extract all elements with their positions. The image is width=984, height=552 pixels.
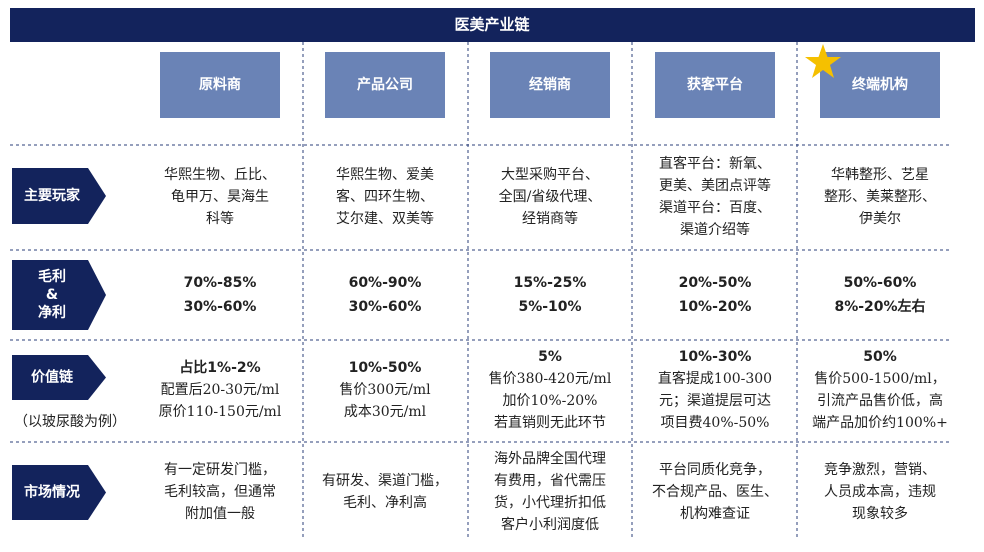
cell-text: 现象较多: [852, 505, 908, 522]
row-label: 价值链: [31, 369, 74, 386]
cell-text: 10%-20%: [679, 299, 752, 315]
cell-text: 渠道介绍等: [680, 221, 750, 238]
cell-text: 龟甲万、昊海生: [171, 189, 269, 205]
cell-text: 人员成本高，违规: [824, 483, 936, 500]
row-label-arrow: [12, 355, 106, 400]
cell-text: 竞争激烈，营销、: [824, 461, 936, 478]
cell-text: 端产品加价约100%+: [812, 415, 948, 431]
column-header: 产品公司: [357, 76, 413, 93]
cell-text: 华韩整形、艺星: [831, 167, 929, 183]
column-header: 原料商: [199, 76, 241, 93]
cell-text: 经销商等: [522, 210, 578, 227]
cell-text: 大型采购平台、: [501, 167, 599, 183]
cell-text: 10%-30%: [679, 349, 752, 365]
cell-text: 50%: [863, 349, 897, 365]
cell-text: 直客提成100-300: [658, 370, 772, 387]
cell-text: 平台同质化竞争，: [659, 461, 771, 478]
cell-text: 50%-60%: [844, 275, 917, 291]
cell-text: 客户小利润度低: [501, 516, 599, 533]
cell-text: 原价110-150元/ml: [159, 404, 282, 420]
cell-text: 整形、美莱整形、: [824, 189, 936, 205]
cell-text: 毛利、净利高: [343, 494, 427, 511]
cell-text: 有研发、渠道门槛，: [322, 473, 448, 489]
cell-text: 售价300元/ml: [339, 382, 431, 398]
cell-text: 引流产品售价低，高: [817, 392, 943, 409]
cell-text: 直客平台：新氧、: [659, 155, 771, 172]
row-label-arrow: [12, 260, 106, 330]
cell-text: 5%: [538, 349, 562, 365]
cell-text: 30%-60%: [349, 299, 422, 315]
cell-text: 更美、美团点评等: [659, 177, 771, 194]
column-header: 获客平台: [687, 76, 743, 93]
cell-text: 货，小代理折扣低: [494, 494, 606, 511]
title: 医美产业链: [454, 16, 530, 34]
cell-text: 售价380-420元/ml: [489, 371, 612, 387]
cell-text: 华熙生物、丘比、: [164, 167, 276, 183]
star-icon: [805, 44, 841, 78]
cell-text: 成本30元/ml: [344, 404, 427, 420]
row-note: （以玻尿酸为例）: [14, 414, 126, 430]
cell-text: 占比1%-2%: [179, 359, 260, 376]
column-header-box: [160, 52, 280, 118]
cell-text: 加价10%-20%: [503, 393, 598, 409]
row-label-arrow: [12, 465, 106, 520]
cell-text: 毛利较高，但通常: [164, 483, 276, 500]
cell-text: 20%-50%: [679, 275, 752, 291]
cell-text: 全国/省级代理、: [499, 188, 602, 205]
row-label: 市场情况: [24, 484, 80, 501]
cell-text: 配置后20-30元/ml: [161, 382, 280, 398]
column-header-box: [325, 52, 445, 118]
row-label: 毛利: [38, 268, 66, 285]
cell-text: 60%-90%: [349, 275, 422, 291]
cell-text: 伊美尔: [859, 211, 901, 227]
row-label-arrow: [12, 168, 106, 224]
cell-text: 项目费40%-50%: [661, 415, 770, 431]
cell-text: 不合规产品、医生、: [652, 484, 778, 500]
row-label: 净利: [38, 304, 66, 321]
column-header: 终端机构: [852, 76, 908, 93]
cell-text: 有费用，省代需压: [494, 473, 606, 489]
cell-text: 15%-25%: [514, 275, 587, 291]
cell-text: 若直销则无此环节: [494, 414, 606, 431]
cell-text: 10%-50%: [349, 360, 422, 376]
cell-text: 附加值一般: [185, 506, 255, 522]
row-label: &: [46, 287, 58, 303]
cell-text: 70%-85%: [184, 275, 257, 291]
cell-text: 海外品牌全国代理: [494, 450, 606, 467]
cell-text: 艾尔建、双美等: [336, 210, 434, 227]
cell-text: 渠道平台：百度、: [659, 200, 771, 216]
row-label: 主要玩家: [24, 187, 81, 204]
cell-text: 5%-10%: [518, 299, 581, 315]
cell-text: 售价500-1500/ml，: [814, 371, 946, 387]
cell-text: 30%-60%: [184, 299, 257, 315]
cell-text: 8%-20%左右: [834, 298, 925, 315]
column-header-box: [820, 52, 940, 118]
cell-text: 有一定研发门槛，: [164, 462, 276, 478]
cell-text: 元；渠道提层可达: [659, 393, 771, 409]
column-header-box: [655, 52, 775, 118]
cell-text: 客、四环生物、: [336, 188, 434, 205]
dividers: [10, 42, 952, 540]
cell-text: 机构难查证: [680, 506, 750, 522]
title-bar: [10, 8, 975, 42]
column-header: 经销商: [529, 76, 571, 93]
cell-text: 华熙生物、爱美: [336, 167, 434, 183]
cell-text: 科等: [206, 210, 234, 227]
column-header-box: [490, 52, 610, 118]
